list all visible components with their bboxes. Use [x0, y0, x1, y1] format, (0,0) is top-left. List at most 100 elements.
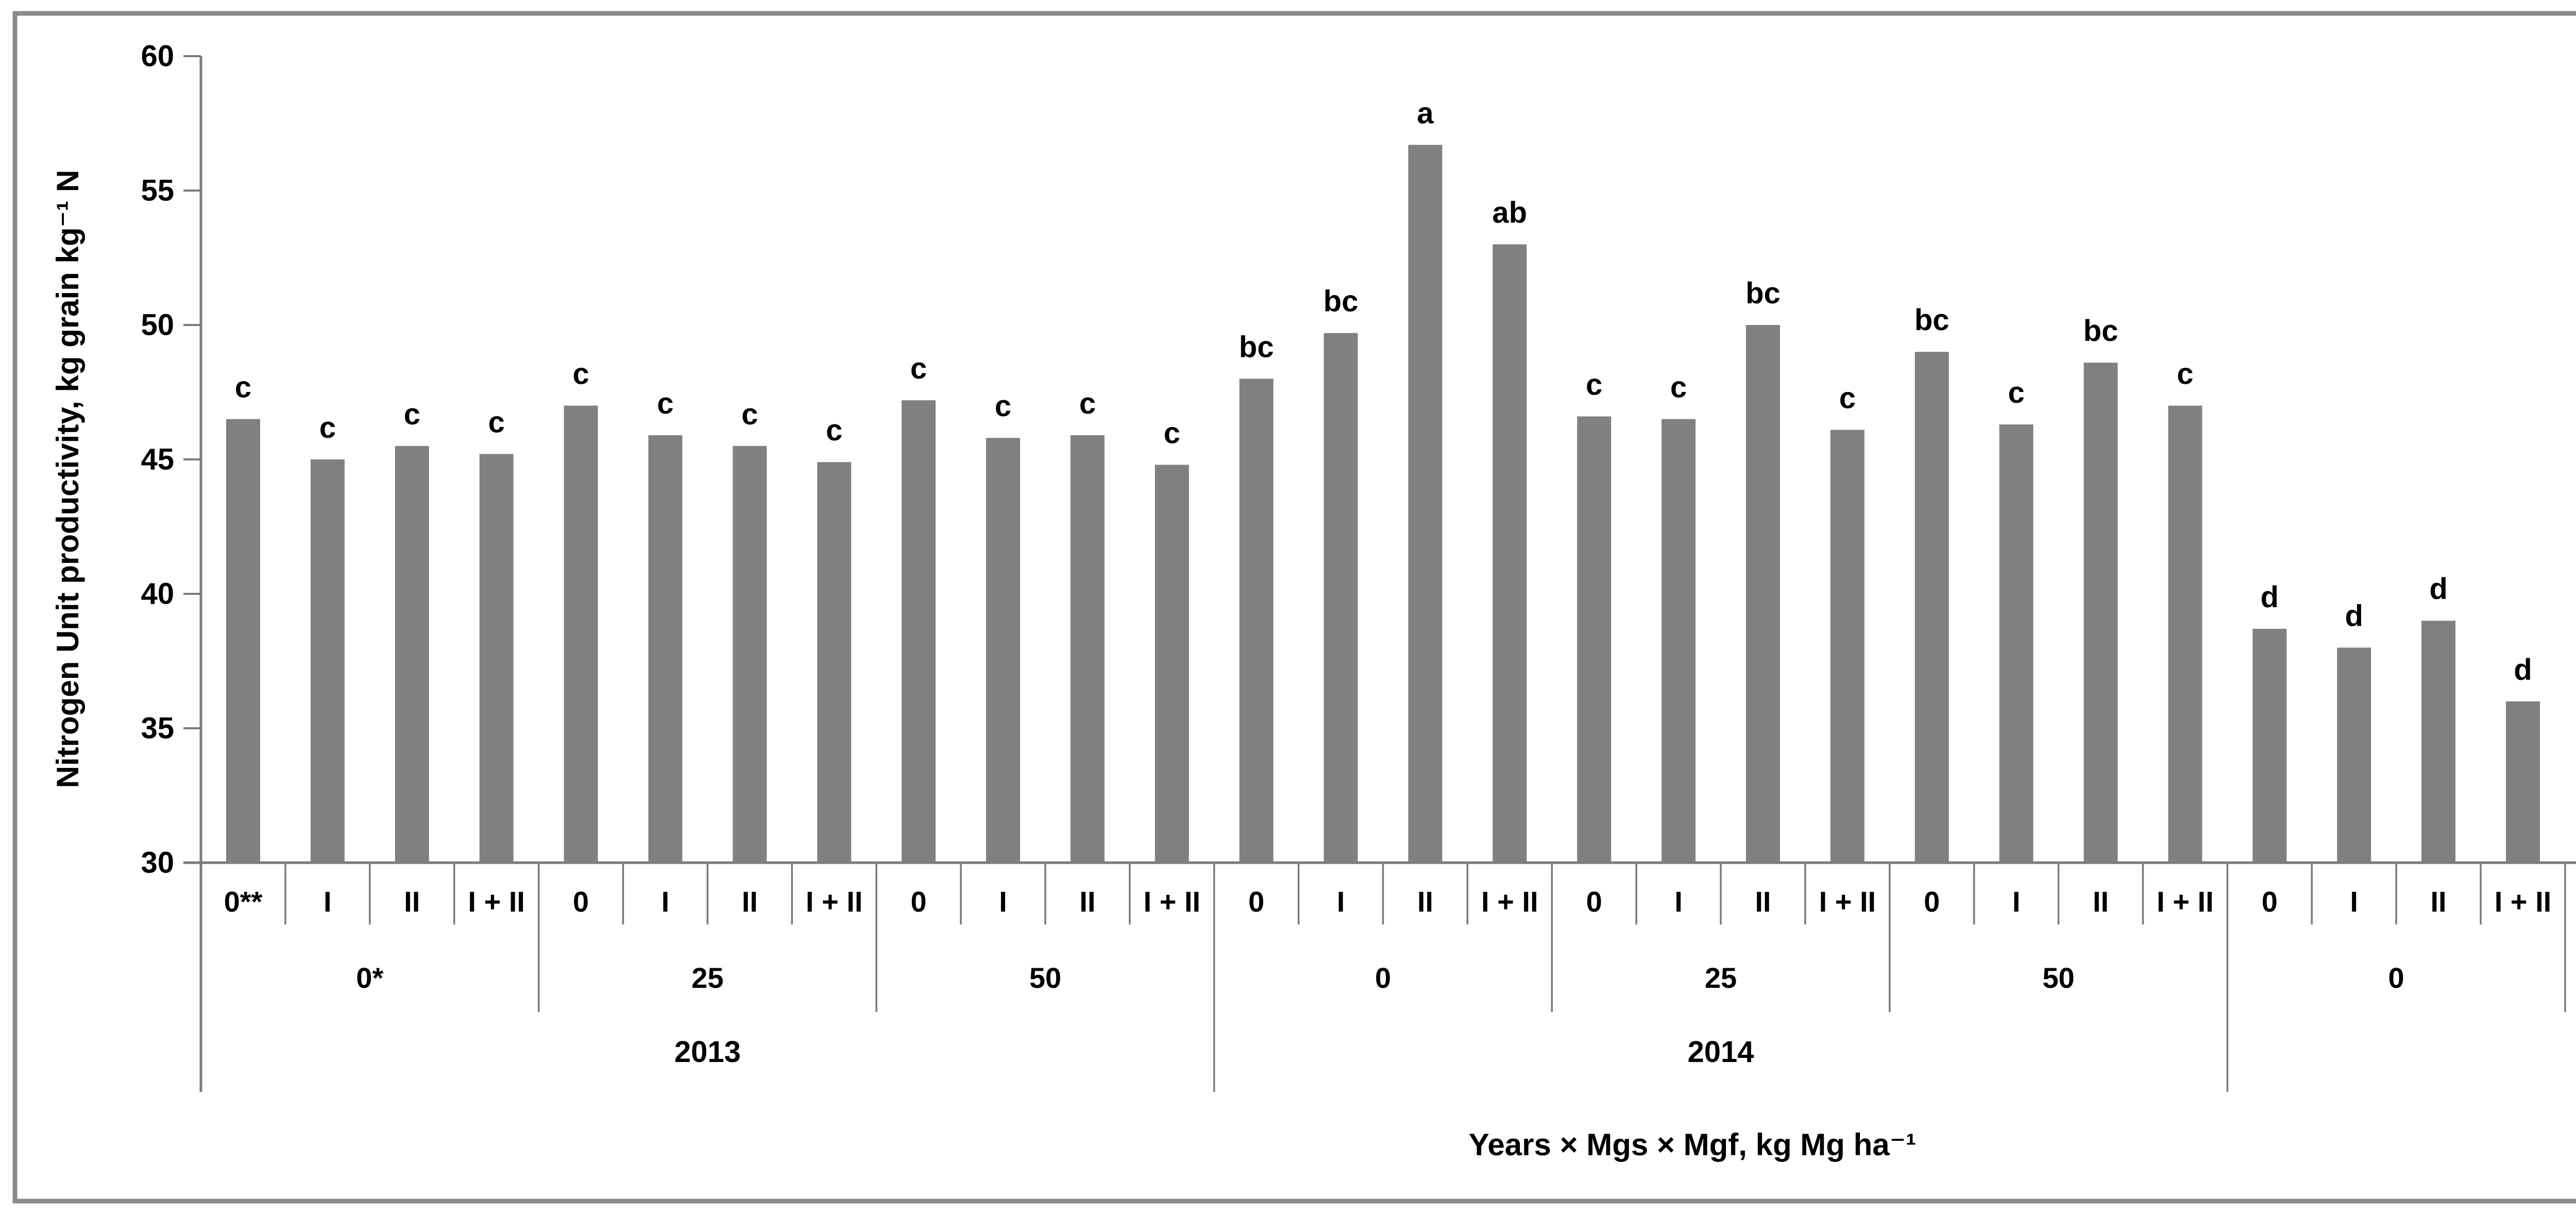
year-label: 2013: [674, 1035, 741, 1069]
mgf-label: II: [404, 885, 420, 918]
significance-letter: c: [1586, 368, 1602, 401]
mgf-label: II: [742, 885, 758, 918]
y-tick-label: 55: [141, 174, 174, 208]
mgf-label: 0**: [224, 885, 263, 918]
significance-letter: c: [2008, 376, 2024, 409]
mgs-label: 25: [691, 962, 723, 994]
significance-letter: c: [404, 398, 420, 431]
significance-letter: ab: [1492, 196, 1527, 229]
bar: [1830, 430, 1865, 863]
bar: [226, 419, 260, 863]
bar: [1155, 465, 1189, 863]
significance-letter: c: [1164, 416, 1180, 450]
bar: [1577, 416, 1612, 863]
mgf-label: II: [2430, 885, 2446, 918]
mgs-label: 50: [2042, 962, 2074, 994]
y-tick-label: 60: [141, 40, 174, 73]
bar: [310, 459, 345, 863]
significance-letter: c: [995, 389, 1011, 423]
bar: [2252, 628, 2287, 863]
significance-letter: c: [910, 352, 927, 385]
significance-letter: bc: [1324, 285, 1359, 318]
mgf-label: 0: [1586, 885, 1602, 918]
significance-letter: d: [2345, 599, 2363, 632]
mgf-label: II: [1079, 885, 1095, 918]
mgf-label: I + II: [1819, 885, 1876, 918]
mgf-label: I: [2012, 885, 2021, 918]
figure-border: [12, 11, 2576, 1204]
mgf-label: I: [999, 885, 1007, 918]
bar: [648, 435, 683, 863]
significance-letter: d: [2429, 572, 2447, 606]
mgf-label: I + II: [1481, 885, 1538, 918]
mgf-label: I + II: [468, 885, 525, 918]
y-tick-label: 50: [141, 309, 174, 342]
bar: [1662, 419, 1696, 863]
bar: [1324, 333, 1358, 863]
significance-letter: c: [235, 371, 251, 404]
bar: [564, 405, 598, 863]
bar: [902, 400, 936, 863]
mgf-label: II: [1417, 885, 1433, 918]
significance-letter: bc: [2083, 314, 2119, 348]
mgf-label: 0: [573, 885, 589, 918]
bar: [2505, 701, 2540, 863]
y-tick-label: 40: [141, 577, 174, 611]
x-axis-title: Years × Mgs × Mgf, kg Mg ha⁻¹: [1469, 1127, 1917, 1162]
mgs-label: 50: [1029, 962, 1061, 994]
mgf-label: II: [1755, 885, 1771, 918]
bar: [817, 462, 852, 863]
bar: [1745, 325, 1780, 863]
mgf-label: I: [324, 885, 332, 918]
mgf-label: II: [2093, 885, 2109, 918]
bar: [2421, 621, 2456, 863]
significance-letter: c: [572, 357, 589, 391]
bar: [2168, 405, 2202, 863]
mgf-label: I: [1674, 885, 1683, 918]
bar: [1408, 145, 1443, 863]
bar: [2337, 647, 2371, 863]
significance-letter: bc: [1239, 330, 1274, 364]
significance-letter: c: [319, 411, 336, 444]
significance-letter: c: [488, 406, 504, 439]
mgs-label: 0: [1375, 962, 1391, 994]
mgs-label: 0*: [356, 962, 383, 994]
significance-letter: a: [1417, 96, 1434, 130]
mgf-label: I + II: [2495, 885, 2552, 918]
significance-letter: c: [657, 387, 673, 420]
y-tick-label: 45: [141, 443, 174, 476]
significance-letter: c: [1670, 371, 1687, 404]
mgf-label: I: [662, 885, 670, 918]
significance-letter: c: [1839, 382, 1856, 415]
significance-letter: bc: [1745, 277, 1781, 310]
mgf-label: I + II: [1143, 885, 1200, 918]
mgf-label: I: [1337, 885, 1345, 918]
bar: [479, 454, 514, 863]
bar: [1070, 435, 1105, 863]
significance-letter: c: [741, 398, 758, 431]
significance-letter: c: [2177, 357, 2193, 391]
mgf-label: I: [2350, 885, 2358, 918]
mgs-label: 25: [1705, 962, 1737, 994]
significance-letter: d: [2261, 580, 2279, 614]
bar: [395, 446, 429, 863]
bar: [1914, 352, 1949, 863]
significance-letter: d: [2514, 653, 2532, 687]
bar: [1239, 379, 1274, 863]
mgf-label: 0: [910, 885, 926, 918]
mgf-label: I + II: [2157, 885, 2214, 918]
y-axis-title: Nitrogen Unit productivity, kg grain kg⁻…: [50, 170, 85, 789]
mgs-label: 0: [2388, 962, 2404, 994]
mgf-label: I + II: [806, 885, 863, 918]
year-label: 2014: [1687, 1035, 1754, 1069]
y-tick-label: 30: [141, 846, 174, 880]
y-tick-label: 35: [141, 712, 174, 745]
significance-letter: c: [1079, 387, 1096, 420]
bar: [2083, 363, 2118, 863]
bar: [1493, 244, 1527, 863]
mgf-label: 0: [1924, 885, 1940, 918]
bar: [1999, 424, 2033, 863]
